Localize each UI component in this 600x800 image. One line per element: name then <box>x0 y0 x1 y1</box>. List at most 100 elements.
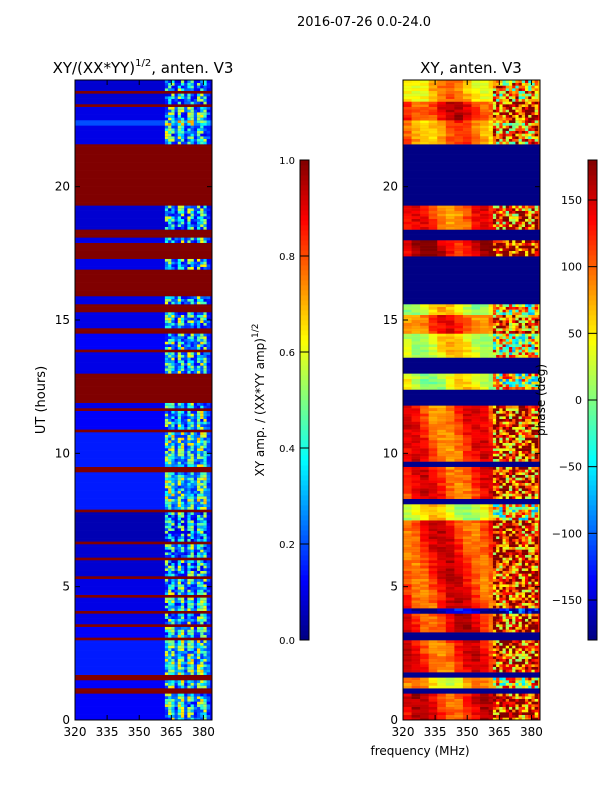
heatmap-cell <box>454 546 464 550</box>
heatmap-cell <box>174 506 179 510</box>
heatmap-row <box>75 330 212 334</box>
heatmap-cell <box>403 456 412 459</box>
heatmap-cell <box>454 610 464 614</box>
heatmap-cell <box>492 701 497 705</box>
heatmap-cell <box>206 565 211 569</box>
heatmap-cell <box>164 514 169 518</box>
heatmap-row <box>75 333 212 337</box>
heatmap-cell <box>428 610 438 614</box>
heatmap-cell <box>420 645 429 649</box>
heatmap-cell <box>206 88 211 91</box>
heatmap-cell <box>197 613 201 617</box>
heatmap-cell <box>200 477 204 481</box>
heatmap-cell <box>164 602 169 606</box>
heatmap-cell <box>171 416 175 419</box>
x-tick-label: 320 <box>64 725 87 739</box>
heatmap-cell <box>174 237 179 241</box>
heatmap-cell <box>496 680 500 683</box>
heatmap-cell <box>531 474 535 478</box>
heatmap-cell <box>177 325 182 329</box>
heatmap-cell <box>480 578 489 582</box>
heatmap-cell <box>164 573 169 577</box>
heatmap-cell <box>180 717 185 721</box>
heatmap-cell <box>480 517 489 521</box>
heatmap-cell <box>190 714 195 718</box>
heatmap-cell <box>480 493 489 497</box>
heatmap-cell <box>471 709 481 713</box>
colorbar-segment <box>300 245 309 251</box>
heatmap-cell <box>180 354 185 358</box>
heatmap-cell <box>203 352 207 355</box>
heatmap-cell <box>454 621 464 625</box>
colorbar-segment <box>300 185 309 191</box>
heatmap-cell <box>171 448 175 451</box>
heatmap-cell <box>428 600 438 603</box>
heatmap-cell <box>177 629 182 633</box>
heatmap-cell <box>200 608 204 611</box>
heatmap-cell <box>462 474 472 478</box>
heatmap-cell <box>206 138 211 142</box>
heatmap-cell <box>180 216 185 219</box>
heatmap-cell <box>171 693 175 697</box>
heatmap-cell <box>499 570 503 574</box>
heatmap-cell <box>190 493 195 497</box>
heatmap-cell <box>480 528 489 531</box>
colorbar-segment <box>300 325 309 331</box>
heatmap-cell <box>505 584 510 587</box>
heatmap-cell <box>197 106 201 110</box>
heatmap-cell <box>492 474 497 478</box>
heatmap-cell <box>462 629 472 633</box>
heatmap-cell <box>420 552 429 555</box>
heatmap-cell <box>505 650 510 654</box>
heatmap-cell <box>508 616 513 619</box>
heatmap-cell <box>184 653 188 657</box>
heatmap-cell <box>164 402 169 406</box>
heatmap-cell <box>197 482 201 486</box>
heatmap-cell <box>171 133 175 137</box>
heatmap-cell <box>164 685 169 689</box>
heatmap-cell <box>445 645 455 649</box>
heatmap-cell <box>171 714 175 718</box>
heatmap-cell <box>437 568 447 571</box>
y-tick-label: 5 <box>62 580 70 594</box>
heatmap-cell <box>168 602 172 606</box>
heatmap-cell <box>508 504 513 507</box>
heatmap-cell <box>462 456 472 459</box>
heatmap-cell <box>190 338 195 342</box>
heatmap-cell <box>437 626 447 630</box>
heatmap-cell <box>403 578 412 582</box>
colorbar-segment <box>300 360 309 366</box>
heatmap-cell <box>197 501 201 505</box>
heatmap-cell <box>200 416 204 419</box>
heatmap-cell <box>180 602 185 606</box>
heatmap-cell <box>437 682 447 686</box>
heatmap-cell <box>203 216 207 219</box>
heatmap-cell <box>200 338 204 342</box>
heatmap-cell <box>203 413 207 417</box>
heatmap-cell <box>505 605 510 609</box>
heatmap-cell <box>197 440 201 443</box>
heatmap-cell <box>445 642 455 646</box>
heatmap-cell <box>206 464 211 467</box>
heatmap-cell <box>505 496 510 499</box>
heatmap-cell <box>515 472 519 475</box>
heatmap-cell <box>521 666 526 670</box>
heatmap-cell <box>403 661 412 665</box>
heatmap-cell <box>462 669 472 673</box>
heatmap-cell <box>203 538 207 542</box>
heatmap-cell <box>437 514 447 518</box>
heatmap-cell <box>420 528 429 531</box>
heatmap-cell <box>164 645 169 649</box>
heatmap-cell <box>508 658 513 662</box>
heatmap-cell <box>177 296 182 299</box>
heatmap-cell <box>502 693 507 697</box>
colorbar-segment <box>300 500 309 506</box>
heatmap-cell <box>505 653 510 657</box>
heatmap-cell <box>164 370 169 374</box>
heatmap-cell <box>168 477 172 481</box>
heatmap-cell <box>177 605 182 609</box>
heatmap-cell <box>515 698 519 702</box>
heatmap-cell <box>502 528 507 531</box>
heatmap-cell <box>496 576 500 579</box>
heatmap-cell <box>525 506 529 510</box>
